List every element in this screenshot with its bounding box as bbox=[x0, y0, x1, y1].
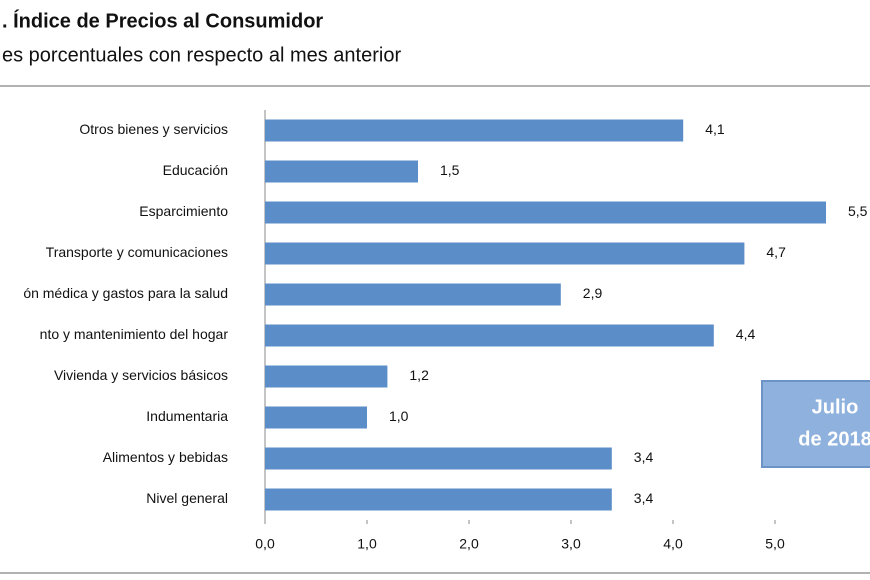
y-tick-label: Transporte y comunicaciones bbox=[46, 244, 228, 260]
y-tick-label: Nivel general bbox=[146, 490, 228, 506]
bar bbox=[265, 283, 561, 306]
chart-subtitle: es porcentuales con respecto al mes ante… bbox=[2, 44, 401, 66]
bar bbox=[265, 201, 826, 224]
value-label: 5,5 bbox=[848, 203, 868, 219]
x-tick-label: 1,0 bbox=[357, 536, 377, 552]
x-tick-label: 0,0 bbox=[255, 536, 275, 552]
x-tick-label: 4,0 bbox=[663, 536, 683, 552]
value-label: 4,4 bbox=[736, 326, 756, 342]
bar bbox=[265, 447, 612, 470]
y-tick-label: Vivienda y servicios básicos bbox=[54, 367, 228, 383]
x-tick-label: 2,0 bbox=[459, 536, 479, 552]
y-tick-label: Esparcimiento bbox=[139, 203, 228, 219]
value-label: 4,1 bbox=[705, 121, 725, 137]
bar bbox=[265, 488, 612, 511]
bar bbox=[265, 242, 745, 265]
x-tick-label: 5,0 bbox=[765, 536, 785, 552]
y-tick-label: Alimentos y bebidas bbox=[103, 449, 228, 465]
value-label: 3,4 bbox=[634, 449, 654, 465]
y-tick-label: Indumentaria bbox=[146, 408, 228, 424]
x-tick-label: 3,0 bbox=[561, 536, 581, 552]
y-tick-label: ón médica y gastos para la salud bbox=[23, 285, 228, 301]
bar bbox=[265, 119, 684, 142]
value-label: 1,2 bbox=[409, 367, 429, 383]
chart-title: . Índice de Precios al Consumidor bbox=[2, 9, 323, 32]
annotation-box bbox=[761, 380, 870, 468]
value-label: 2,9 bbox=[583, 285, 603, 301]
value-label: 4,7 bbox=[766, 244, 786, 260]
bar bbox=[265, 365, 388, 388]
y-tick-label: Educación bbox=[163, 162, 228, 178]
y-tick-label: Otros bienes y servicios bbox=[79, 121, 228, 137]
bar bbox=[265, 324, 714, 347]
annotation: Julio bbox=[812, 396, 859, 418]
value-label: 1,5 bbox=[440, 162, 460, 178]
value-label: 1,0 bbox=[389, 408, 409, 424]
annotation: de 2018 bbox=[798, 428, 870, 450]
bar bbox=[265, 160, 418, 183]
bar bbox=[265, 406, 367, 429]
value-label: 3,4 bbox=[634, 490, 654, 506]
y-tick-label: nto y mantenimiento del hogar bbox=[40, 326, 229, 342]
